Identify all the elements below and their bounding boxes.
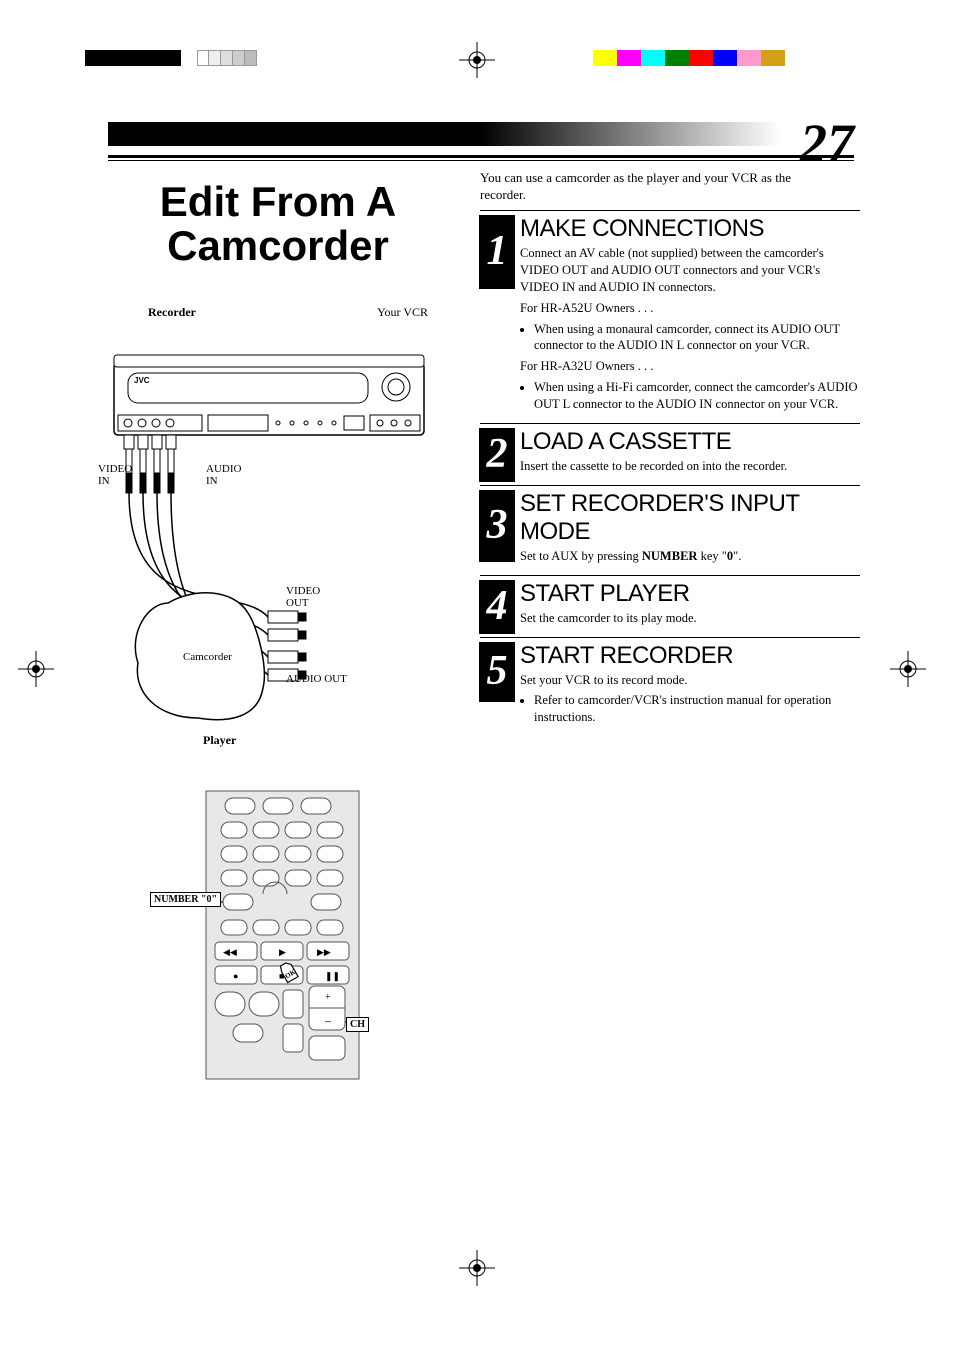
- step-number: 5: [479, 642, 515, 702]
- video-out-label: VIDEO OUT: [286, 585, 320, 609]
- step-sub-label: For HR-A32U Owners . . .: [520, 358, 860, 375]
- svg-text:◀◀: ◀◀: [223, 947, 237, 957]
- audio-out-label: AUDIO OUT: [286, 673, 347, 685]
- step-bullet: Refer to camcorder/VCR's instruction man…: [534, 692, 860, 726]
- svg-text:▶▶: ▶▶: [317, 947, 331, 957]
- step-body: Set to AUX by pressing NUMBER key "0".: [520, 548, 860, 565]
- step-number: 2: [479, 428, 515, 482]
- registration-mark-icon: [18, 651, 54, 687]
- step-body: Set the camcorder to its play mode.: [520, 610, 860, 627]
- step-title: LOAD A CASSETTE: [520, 428, 860, 456]
- intro-text: You can use a camcorder as the player an…: [480, 170, 840, 204]
- color-bars-right: [593, 50, 785, 66]
- header-rule: [108, 155, 854, 161]
- svg-text:+: +: [325, 992, 331, 1003]
- page-number: 27: [800, 112, 854, 174]
- step-title: START RECORDER: [520, 642, 860, 670]
- color-bars-left: [85, 50, 181, 66]
- step-bullet: When using a monaural camcorder, connect…: [534, 321, 860, 355]
- step-bullet: When using a Hi-Fi camcorder, connect th…: [534, 379, 860, 413]
- registration-mark-icon: [459, 42, 495, 78]
- step-body-text: Insert the cassette to be recorded on in…: [520, 458, 860, 475]
- page-title: Edit From A Camcorder: [108, 180, 448, 268]
- step-body-text: Set the camcorder to its play mode.: [520, 610, 860, 627]
- step-title: START PLAYER: [520, 580, 860, 608]
- brand-label: JVC: [134, 376, 150, 385]
- svg-text:–: –: [324, 1013, 332, 1027]
- step-number: 1: [479, 215, 515, 289]
- svg-text:●: ●: [233, 971, 238, 981]
- step-title: SET RECORDER'S INPUT MODE: [520, 490, 860, 546]
- svg-text:▶: ▶: [279, 947, 286, 957]
- grey-scale-bar: [197, 50, 257, 66]
- your-vcr-label: Your VCR: [377, 305, 428, 320]
- step-body: Connect an AV cable (not supplied) betwe…: [520, 245, 860, 413]
- step-body: Insert the cassette to be recorded on in…: [520, 458, 860, 475]
- video-in-label: VIDEO IN: [98, 463, 148, 487]
- svg-text:❚❚: ❚❚: [325, 971, 340, 982]
- step-body-text: Set to AUX by pressing NUMBER key "0".: [520, 548, 860, 565]
- registration-mark-icon: [890, 651, 926, 687]
- ch-callout: CH: [346, 1017, 369, 1032]
- step-1: 1 MAKE CONNECTIONS Connect an AV cable (…: [480, 210, 860, 413]
- step-body-text: Connect an AV cable (not supplied) betwe…: [520, 245, 860, 296]
- step-number: 3: [479, 490, 515, 562]
- step-5: 5 START RECORDER Set your VCR to its rec…: [480, 637, 860, 727]
- header-gradient-bar: [480, 122, 780, 146]
- step-4: 4 START PLAYER Set the camcorder to its …: [480, 575, 860, 627]
- step-2: 2 LOAD A CASSETTE Insert the cassette to…: [480, 423, 860, 475]
- vcr-camcorder-figure: JVC: [108, 323, 448, 743]
- step-number: 4: [479, 580, 515, 634]
- header-black-bar: [108, 122, 480, 146]
- camcorder-label: Camcorder: [183, 651, 232, 663]
- audio-in-label: AUDIO IN: [206, 463, 256, 487]
- step-body-text: Set your VCR to its record mode.: [520, 672, 860, 689]
- step-sub-label: For HR-A52U Owners . . .: [520, 300, 860, 317]
- recorder-label: Recorder: [148, 305, 196, 320]
- number-0-callout: NUMBER "0": [150, 892, 221, 907]
- steps-list: 1 MAKE CONNECTIONS Connect an AV cable (…: [480, 200, 860, 729]
- remote-figure: ◀◀ ▶ ▶▶ ● ■ ❚❚ + – OK: [205, 790, 360, 1080]
- step-title: MAKE CONNECTIONS: [520, 215, 860, 243]
- step-body: Set your VCR to its record mode. Refer t…: [520, 672, 860, 727]
- registration-mark-icon: [459, 1250, 495, 1286]
- step-3: 3 SET RECORDER'S INPUT MODE Set to AUX b…: [480, 485, 860, 565]
